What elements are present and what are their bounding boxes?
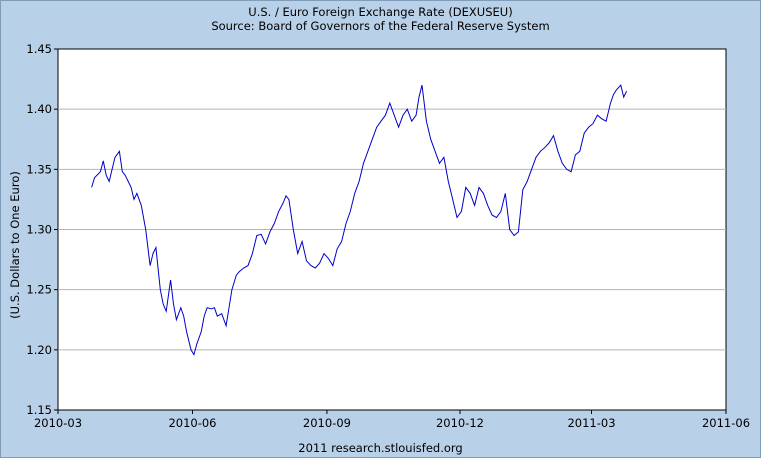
x-tick-label: 2011-03 (567, 416, 615, 430)
y-tick-label: 1.25 (26, 283, 52, 297)
x-tick-label: 2010-06 (168, 416, 216, 430)
y-tick-label: 1.40 (26, 102, 52, 116)
chart-subtitle: Source: Board of Governors of the Federa… (211, 19, 550, 33)
chart-footer: 2011 research.stlouisfed.org (298, 441, 463, 455)
x-tick-label: 2011-06 (702, 416, 750, 430)
x-axis-ticks: 2010-03 2010-06 2010-09 2010-12 2011-03 2011-… (34, 410, 750, 430)
series-line (91, 84, 628, 356)
chart-title: U.S. / Euro Foreign Exchange Rate (DEXUS… (248, 5, 513, 19)
y-tick-label: 1.35 (26, 162, 52, 176)
y-tick-label: 1.30 (26, 223, 52, 237)
x-tick-label: 2010-12 (436, 416, 484, 430)
y-tick-label: 1.15 (26, 403, 52, 417)
y-axis-ticks: 1.15 1.20 1.25 1.30 1.35 1.40 1.45 (26, 42, 58, 417)
x-tick-label: 2010-09 (303, 416, 351, 430)
y-tick-label: 1.20 (26, 343, 52, 357)
y-tick-label: 1.45 (26, 42, 52, 56)
x-tick-label: 2010-03 (34, 416, 82, 430)
